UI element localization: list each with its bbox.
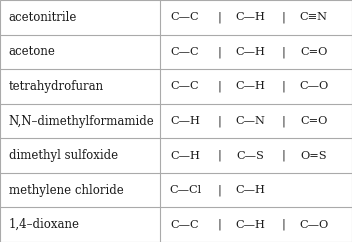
- Text: |: |: [218, 81, 221, 92]
- Text: |: |: [218, 115, 221, 127]
- Text: 1,4–dioxane: 1,4–dioxane: [9, 218, 80, 231]
- Text: C—C: C—C: [171, 12, 200, 22]
- Text: acetone: acetone: [9, 45, 56, 58]
- Text: |: |: [281, 81, 285, 92]
- Text: C—H: C—H: [170, 151, 200, 161]
- Text: |: |: [218, 184, 221, 196]
- Text: |: |: [218, 219, 221, 230]
- Text: C—H: C—H: [235, 81, 265, 91]
- Text: |: |: [281, 46, 285, 58]
- Text: tetrahydrofuran: tetrahydrofuran: [9, 80, 104, 93]
- Text: C—C: C—C: [171, 81, 200, 91]
- Text: |: |: [218, 46, 221, 58]
- Text: C=O: C=O: [300, 116, 327, 126]
- Text: O=S: O=S: [300, 151, 327, 161]
- Text: methylene chloride: methylene chloride: [9, 184, 124, 197]
- Text: |: |: [281, 219, 285, 230]
- Text: C—N: C—N: [235, 116, 265, 126]
- Text: C—C: C—C: [171, 220, 200, 230]
- Text: |: |: [281, 150, 285, 161]
- Text: acetonitrile: acetonitrile: [9, 11, 77, 24]
- Text: C—H: C—H: [235, 185, 265, 195]
- Text: C—O: C—O: [299, 81, 328, 91]
- Text: C—H: C—H: [235, 12, 265, 22]
- Text: |: |: [281, 115, 285, 127]
- Text: |: |: [218, 150, 221, 161]
- Text: C—O: C—O: [299, 220, 328, 230]
- Text: C—H: C—H: [235, 220, 265, 230]
- Text: C≡N: C≡N: [300, 12, 328, 22]
- Text: |: |: [281, 12, 285, 23]
- Text: C=O: C=O: [300, 47, 327, 57]
- Text: N,N–dimethylformamide: N,N–dimethylformamide: [9, 114, 155, 128]
- Text: C—S: C—S: [237, 151, 264, 161]
- Text: C—H: C—H: [170, 116, 200, 126]
- Text: C—Cl: C—Cl: [169, 185, 201, 195]
- Text: C—H: C—H: [235, 47, 265, 57]
- Text: |: |: [218, 12, 221, 23]
- Text: C—C: C—C: [171, 47, 200, 57]
- Text: dimethyl sulfoxide: dimethyl sulfoxide: [9, 149, 118, 162]
